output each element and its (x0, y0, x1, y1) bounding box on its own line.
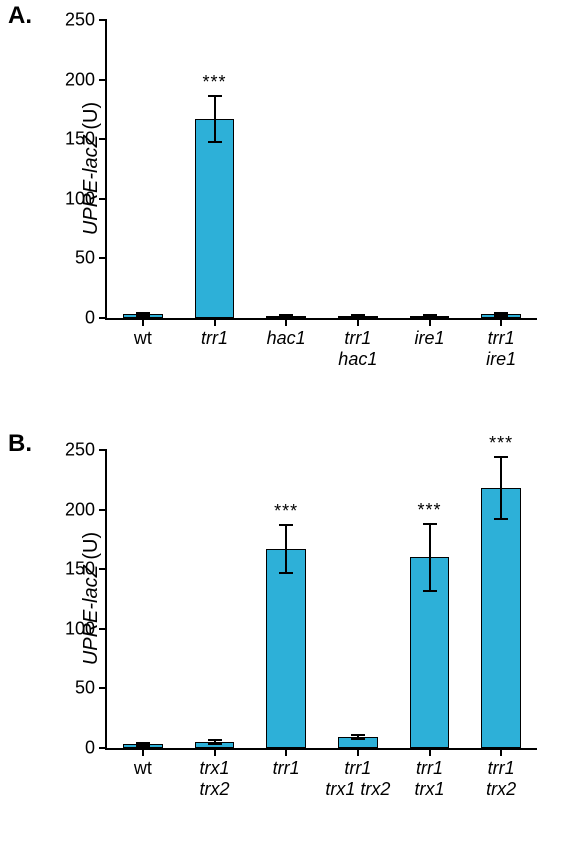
chart-b-ylabel: UPRE-lacZ (U) (80, 532, 103, 665)
chart-b-xtick-label: trr1trx2 (486, 758, 516, 799)
chart-b-errorcap (423, 523, 437, 525)
chart-b-xtick-label: trr1trx1 (414, 758, 444, 799)
chart-b-errorbar (429, 524, 431, 591)
chart-b-errorbar (285, 525, 287, 573)
chart-b-errorcap (279, 572, 293, 574)
chart-b: 050100150200250wttrx1trx2***trr1trr1trx1… (0, 0, 566, 842)
chart-b-xtick-label: trr1 (273, 758, 300, 779)
chart-b-errorcap (423, 590, 437, 592)
chart-b-ytick-label: 50 (75, 678, 95, 699)
chart-b-ytick (99, 687, 107, 689)
chart-b-xtick (357, 748, 359, 756)
chart-b-xtick (285, 748, 287, 756)
chart-b-errorcap (494, 518, 508, 520)
figure: A. 050100150200250wt***trr1hac1trr1hac1i… (0, 0, 566, 842)
chart-b-errorcap (494, 456, 508, 458)
chart-b-errorcap (136, 745, 150, 747)
chart-b-xtick (500, 748, 502, 756)
chart-b-xtick-label: trr1trx1 trx2 (325, 758, 390, 799)
chart-b-xtick-label: trx1trx2 (199, 758, 229, 799)
chart-b-xtick-label: wt (134, 758, 152, 779)
chart-b-sig-marker: *** (489, 433, 513, 454)
chart-b-errorcap (351, 734, 365, 736)
chart-b-bar (266, 549, 305, 748)
chart-b-ytick (99, 449, 107, 451)
chart-b-ytick (99, 509, 107, 511)
chart-b-errorcap (351, 738, 365, 740)
chart-b-sig-marker: *** (274, 501, 298, 522)
chart-b-plot-area: 050100150200250wttrx1trx2***trr1trr1trx1… (105, 450, 537, 750)
chart-b-bar (481, 488, 520, 748)
chart-b-sig-marker: *** (417, 500, 441, 521)
chart-b-xtick (429, 748, 431, 756)
chart-b-xtick (142, 748, 144, 756)
chart-b-ytick-label: 200 (65, 499, 95, 520)
chart-b-ytick-label: 0 (85, 738, 95, 759)
chart-b-errorbar (500, 457, 502, 519)
chart-b-ytick (99, 747, 107, 749)
chart-b-errorcap (279, 524, 293, 526)
chart-b-ytick-label: 250 (65, 440, 95, 461)
chart-b-errorcap (208, 743, 222, 745)
chart-b-errorcap (208, 739, 222, 741)
chart-b-xtick (214, 748, 216, 756)
